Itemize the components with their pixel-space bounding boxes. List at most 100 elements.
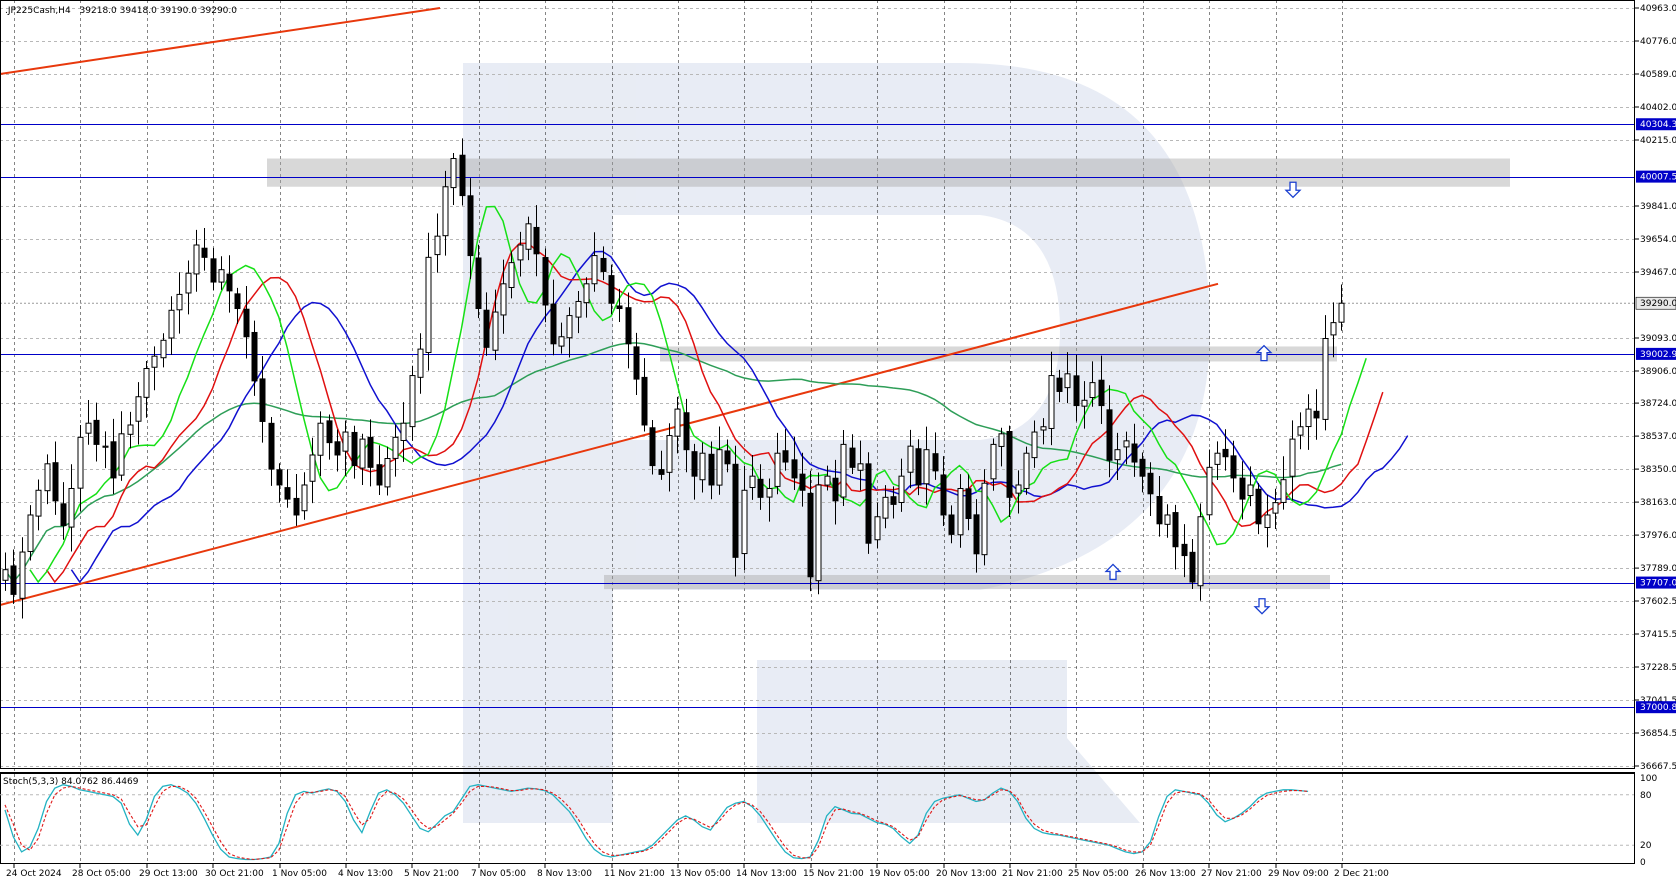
candle-body (1081, 399, 1088, 407)
candle-body (898, 475, 905, 503)
candle-body (1064, 373, 1071, 389)
candle-body (1089, 382, 1096, 399)
candle-body (110, 441, 117, 479)
candle-body (500, 283, 507, 316)
y-tick-label: 37602.5 (1640, 597, 1676, 607)
candle-body (326, 420, 333, 444)
candle-body (1264, 514, 1271, 528)
candle-body (1214, 452, 1221, 465)
candle-body (517, 244, 524, 261)
y-tick-label: 39841.0 (1640, 202, 1676, 212)
y-tick-label: 40215.0 (1640, 136, 1676, 146)
candle-body (342, 431, 349, 452)
candle-body (542, 257, 549, 306)
candle-body (550, 303, 557, 345)
candle-body (807, 492, 814, 578)
candle-body (1181, 543, 1188, 557)
y-tick-label: 40776.0 (1640, 37, 1676, 47)
candle-body (683, 412, 690, 451)
symbol-label: .JP225Cash,H4 (5, 6, 71, 16)
candle-body (1322, 338, 1329, 420)
level-price-box (1636, 118, 1676, 131)
candle-body (85, 422, 92, 434)
candle-body (1206, 466, 1213, 516)
candle-body (77, 436, 84, 489)
x-tick-label: 26 Nov 13:00 (1135, 869, 1196, 879)
candle-body (658, 469, 665, 475)
candle-body (1330, 322, 1337, 336)
candle-body (392, 436, 399, 459)
y-tick-label: 40589.0 (1640, 70, 1676, 80)
candle-body (459, 154, 466, 197)
candle-body (1098, 379, 1105, 407)
x-tick-label: 24 Oct 2024 (6, 869, 62, 879)
stoch-tick-label: 100 (1640, 774, 1657, 784)
level-price-label: 40304.3 (1640, 120, 1676, 130)
zone-box (267, 158, 1510, 187)
candle-body (616, 305, 623, 310)
candle-body (724, 450, 731, 465)
candle-body (732, 463, 739, 558)
time-axis: 24 Oct 2024 28 Oct 05:00 29 Oct 13:00 30 Oc… (6, 864, 1389, 879)
candle-body (1239, 477, 1246, 500)
candle-body (508, 262, 515, 288)
candle-body (60, 503, 67, 527)
candle-body (1305, 408, 1312, 428)
x-tick-label: 21 Nov 21:00 (1002, 869, 1063, 879)
candle-body (1172, 512, 1179, 548)
candle-body (309, 454, 316, 482)
candle-body (923, 449, 930, 485)
candle-body (259, 378, 266, 422)
x-tick-label: 7 Nov 05:00 (471, 869, 526, 879)
candle-body (608, 275, 615, 304)
candle-body (143, 368, 150, 398)
main-pane-frame (0, 0, 1635, 769)
candle-body (948, 514, 955, 535)
candle-body (1230, 455, 1237, 479)
candle-body (234, 293, 241, 310)
arrow-up-support-shape (1104, 563, 1122, 581)
zone-box (660, 346, 1337, 362)
y-tick-label: 38350.0 (1640, 465, 1676, 475)
level-price-box (1636, 576, 1676, 589)
x-tick-label: 2 Dec 21:00 (1334, 869, 1389, 879)
candle-body (1031, 431, 1038, 459)
candle-body (865, 463, 872, 544)
arrow-up-support (1104, 563, 1122, 581)
candle-body (791, 459, 798, 479)
candle-body (533, 226, 540, 255)
candle-body (1131, 443, 1138, 463)
stoch-tick-label: 20 (1640, 841, 1652, 851)
candle-body (882, 496, 889, 519)
candle-body (176, 293, 183, 311)
candle-body (591, 255, 598, 285)
candle-body (625, 307, 632, 345)
watermark-logo (463, 63, 1210, 823)
candle-body (226, 273, 233, 292)
level-price-label: 37000.8 (1640, 703, 1676, 713)
candle-body (815, 484, 822, 582)
ohlc-label: 39218.0 39418.0 39190.0 39290.0 (80, 6, 238, 16)
candle-body (243, 308, 250, 338)
stoch-label: Stoch(5,3,3) 84.0762 86.4469 (3, 777, 139, 787)
zone-box (604, 574, 1330, 590)
candle-body (1289, 438, 1296, 477)
candle-body (400, 422, 407, 441)
candle-body (425, 256, 432, 353)
zone-boxes (267, 158, 1510, 590)
candle-body (849, 447, 856, 468)
candle-body (1197, 516, 1204, 587)
candle-body (127, 424, 134, 435)
candle-body (44, 463, 51, 492)
current-price-box (1635, 296, 1676, 310)
arrow-up-mid (1255, 344, 1273, 362)
candle-body (575, 300, 582, 318)
candle-body (716, 449, 723, 486)
candle-body (1189, 551, 1196, 583)
y-tick-label: 37041.5 (1640, 696, 1676, 706)
candle-body (1123, 440, 1130, 448)
candle-body (1006, 430, 1013, 498)
candle-body (185, 272, 192, 294)
ma-slow-green (4, 342, 1342, 584)
